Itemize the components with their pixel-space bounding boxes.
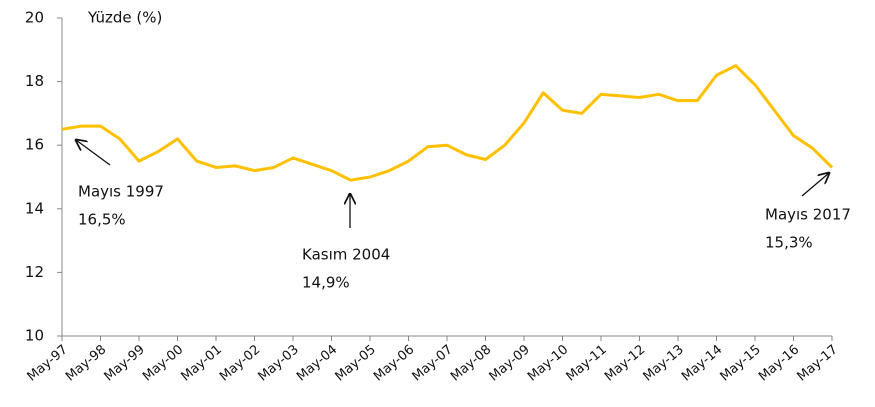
x-tick-label: May-17 — [794, 342, 840, 384]
annotation: Mayıs 2017 — [765, 206, 851, 224]
x-tick-label: May-99 — [101, 342, 147, 384]
y-tick-label: 12 — [25, 263, 44, 281]
x-tick-label: May-05 — [332, 342, 378, 384]
arrow — [801, 173, 829, 197]
x-tick-label: May-06 — [371, 342, 417, 384]
x-tick-label: May-11 — [563, 342, 609, 384]
annotation: 15,3% — [765, 234, 813, 252]
x-tick-label: May-12 — [602, 342, 648, 384]
x-tick-label: May-10 — [525, 342, 571, 384]
x-tick-label: May-03 — [255, 342, 301, 384]
x-tick-label: May-01 — [178, 342, 224, 384]
arrow — [76, 140, 111, 166]
axis-label: Yüzde (%) — [87, 9, 162, 27]
x-tick-label: May-08 — [448, 342, 494, 384]
data-line — [61, 64, 834, 182]
x-tick-label: May-02 — [217, 342, 263, 384]
x-tick-label: May-07 — [409, 342, 455, 384]
x-tick-label: May-98 — [63, 342, 109, 384]
x-tick-label: May-15 — [717, 342, 763, 384]
x-tick-label: May-14 — [679, 342, 725, 384]
x-tick-label: May-04 — [294, 342, 340, 384]
y-tick-label: 16 — [25, 136, 44, 154]
y-tick-label: 18 — [25, 72, 44, 90]
y-tick-label: 14 — [25, 199, 44, 217]
annotation: Mayıs 1997 — [78, 183, 164, 201]
annotation: 14,9% — [302, 274, 350, 292]
x-tick-label: May-97 — [24, 342, 70, 384]
x-tick-label: May-09 — [486, 342, 532, 384]
annotation: Kasım 2004 — [302, 246, 390, 264]
y-tick-label: 10 — [25, 327, 44, 345]
x-tick-label: May-00 — [140, 342, 186, 384]
x-tick-label: May-13 — [640, 342, 686, 384]
x-tick-label: May-16 — [756, 342, 802, 384]
y-tick-label: 20 — [25, 9, 44, 27]
annotation: 16,5% — [78, 211, 126, 229]
